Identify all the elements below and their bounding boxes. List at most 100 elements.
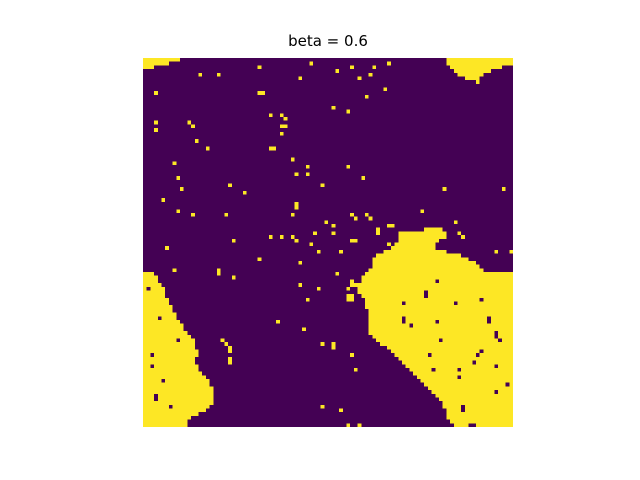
heatmap-cell — [335, 272, 340, 276]
heatmap-cell — [350, 212, 354, 217]
heatmap-cell — [143, 345, 195, 350]
heatmap-cell — [316, 249, 321, 254]
heatmap-cell — [461, 235, 465, 239]
heatmap-cell — [357, 423, 362, 427]
heatmap-cell — [143, 349, 199, 354]
heatmap-cell — [228, 349, 232, 354]
heatmap-cell — [372, 65, 377, 70]
heatmap-cell — [346, 423, 351, 427]
heatmap-cell — [143, 65, 155, 70]
heatmap-cell — [143, 404, 169, 409]
heatmap-cell — [143, 279, 158, 284]
heatmap-cell — [143, 272, 155, 276]
heatmap-cell — [187, 120, 192, 125]
heatmap-cell — [350, 283, 513, 287]
heatmap-cell — [390, 246, 436, 250]
heatmap-cell — [357, 76, 362, 81]
heatmap-cell — [143, 386, 214, 391]
heatmap-cell — [461, 375, 513, 380]
heatmap-cell — [427, 290, 513, 295]
heatmap-cell — [228, 360, 232, 365]
heatmap-cell — [461, 367, 513, 372]
heatmap-cell — [172, 268, 177, 273]
heatmap-cell — [161, 316, 177, 320]
heatmap-cell — [383, 87, 388, 92]
heatmap-cell — [483, 297, 513, 302]
heatmap-cell — [450, 419, 513, 424]
heatmap-cell — [346, 165, 351, 169]
heatmap-cell — [365, 94, 369, 99]
heatmap-cell — [194, 139, 199, 143]
heatmap-cell — [331, 345, 336, 350]
heatmap-cell — [387, 242, 391, 247]
heatmap-cell — [143, 412, 199, 416]
heatmap-cell — [257, 65, 262, 70]
heatmap-cell — [365, 212, 369, 217]
heatmap-cell — [490, 319, 513, 324]
heatmap-cell — [442, 187, 447, 191]
heatmap-cell — [446, 58, 513, 62]
heatmap-cell — [143, 290, 166, 295]
heatmap-cell — [143, 331, 188, 335]
heatmap-cell — [143, 390, 214, 394]
heatmap-cell — [161, 198, 166, 202]
heatmap-cell — [446, 408, 462, 413]
heatmap-cell — [143, 312, 177, 317]
chart-title: beta = 0.6 — [288, 32, 368, 50]
heatmap-plot — [143, 58, 513, 427]
heatmap-cell — [320, 342, 325, 346]
heatmap-cell — [372, 264, 480, 269]
heatmap-cell — [309, 242, 314, 247]
heatmap-cell — [294, 238, 299, 243]
heatmap-cell — [361, 176, 365, 180]
heatmap-cell — [420, 379, 513, 383]
heatmap-cell — [446, 61, 513, 66]
heatmap-cell — [143, 364, 151, 368]
heatmap-cell — [143, 58, 180, 62]
heatmap-cell — [143, 61, 169, 66]
heatmap-cell — [268, 113, 273, 118]
heatmap-cell — [368, 268, 484, 273]
heatmap-cell — [143, 327, 184, 332]
heatmap-cell — [154, 120, 158, 125]
heatmap-cell — [368, 308, 513, 313]
heatmap-cell — [405, 364, 495, 368]
heatmap-cell — [387, 224, 395, 228]
heatmap-cell — [376, 231, 380, 236]
heatmap-cell — [339, 249, 343, 254]
heatmap-cell — [305, 297, 310, 302]
heatmap-cell — [224, 212, 229, 217]
heatmap-cell — [427, 386, 513, 391]
heatmap-cell — [387, 345, 513, 350]
heatmap-cell — [435, 367, 458, 372]
heatmap-cell — [346, 286, 351, 291]
heatmap-cell — [457, 231, 462, 236]
heatmap-cell — [316, 286, 321, 291]
heatmap-cell — [346, 297, 354, 302]
heatmap-cell — [365, 301, 402, 306]
heatmap-cell — [143, 323, 184, 328]
heatmap-cell — [376, 227, 380, 232]
heatmap-cell — [217, 72, 221, 77]
heatmap-cell — [387, 61, 391, 66]
heatmap-cell — [368, 216, 373, 221]
heatmap-cell — [431, 390, 495, 394]
heatmap-cell — [498, 334, 513, 339]
heatmap-cell — [509, 249, 513, 254]
heatmap-cell — [368, 319, 402, 324]
heatmap-cell — [331, 342, 336, 346]
heatmap-cell — [242, 190, 247, 195]
heatmap-cell — [294, 172, 299, 177]
heatmap-cell — [176, 209, 180, 213]
heatmap-cell — [402, 360, 473, 365]
heatmap-cell — [176, 176, 180, 180]
heatmap-cell — [376, 338, 439, 343]
heatmap-cell — [453, 69, 491, 73]
heatmap-cell — [143, 408, 206, 413]
heatmap-cell — [143, 382, 210, 387]
heatmap-cell — [143, 294, 166, 298]
heatmap-cell — [372, 334, 495, 339]
heatmap-cell — [346, 294, 354, 298]
heatmap-cell — [283, 117, 288, 121]
heatmap-cell — [368, 72, 373, 77]
